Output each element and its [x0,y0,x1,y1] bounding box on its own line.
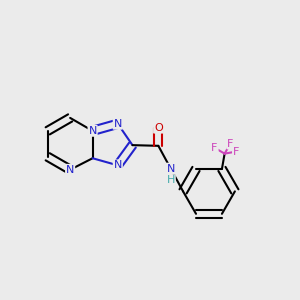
Text: N: N [66,165,74,175]
Text: N: N [114,119,122,129]
Text: F: F [211,143,218,153]
Text: N: N [167,164,175,174]
Text: F: F [227,139,234,148]
Text: H: H [167,175,175,185]
Text: F: F [233,147,239,157]
Text: N: N [114,160,122,170]
Text: O: O [154,123,163,133]
Text: N: N [88,126,97,136]
